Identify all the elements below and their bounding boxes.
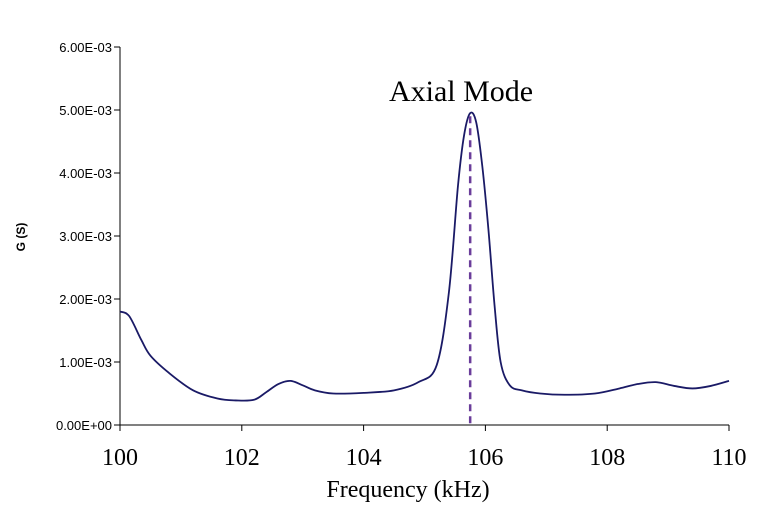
conductance-curve — [119, 111, 730, 402]
x-tick-label: 100 — [102, 445, 138, 471]
series-layer — [119, 111, 730, 402]
y-tick-label: 0.00E+00 — [56, 418, 112, 433]
y-ticks: 0.00E+00 1.00E-03 2.00E-03 3.00E-03 4.00E-03… — [56, 40, 120, 433]
y-tick-label: 6.00E-03 — [59, 40, 112, 55]
x-ticks: 100 102 104 106 108 110 — [102, 425, 747, 471]
x-tick-label: 106 — [467, 445, 503, 471]
y-tick-label: 2.00E-03 — [59, 292, 112, 307]
x-axis-label: Frequency (kHz) — [326, 477, 489, 503]
x-tick-label: 110 — [711, 445, 746, 471]
y-tick-label: 5.00E-03 — [59, 103, 112, 118]
x-tick-label: 104 — [346, 445, 382, 471]
y-axis-label: G (S) — [14, 223, 28, 252]
x-tick-label: 102 — [224, 445, 260, 471]
axial-mode-annotation: Axial Mode — [389, 75, 533, 108]
annotation-layer: Axial Mode — [389, 75, 533, 108]
y-tick-label: 1.00E-03 — [59, 355, 112, 370]
x-tick-label: 108 — [589, 445, 625, 471]
y-tick-label: 3.00E-03 — [59, 229, 112, 244]
y-tick-label: 4.00E-03 — [59, 166, 112, 181]
